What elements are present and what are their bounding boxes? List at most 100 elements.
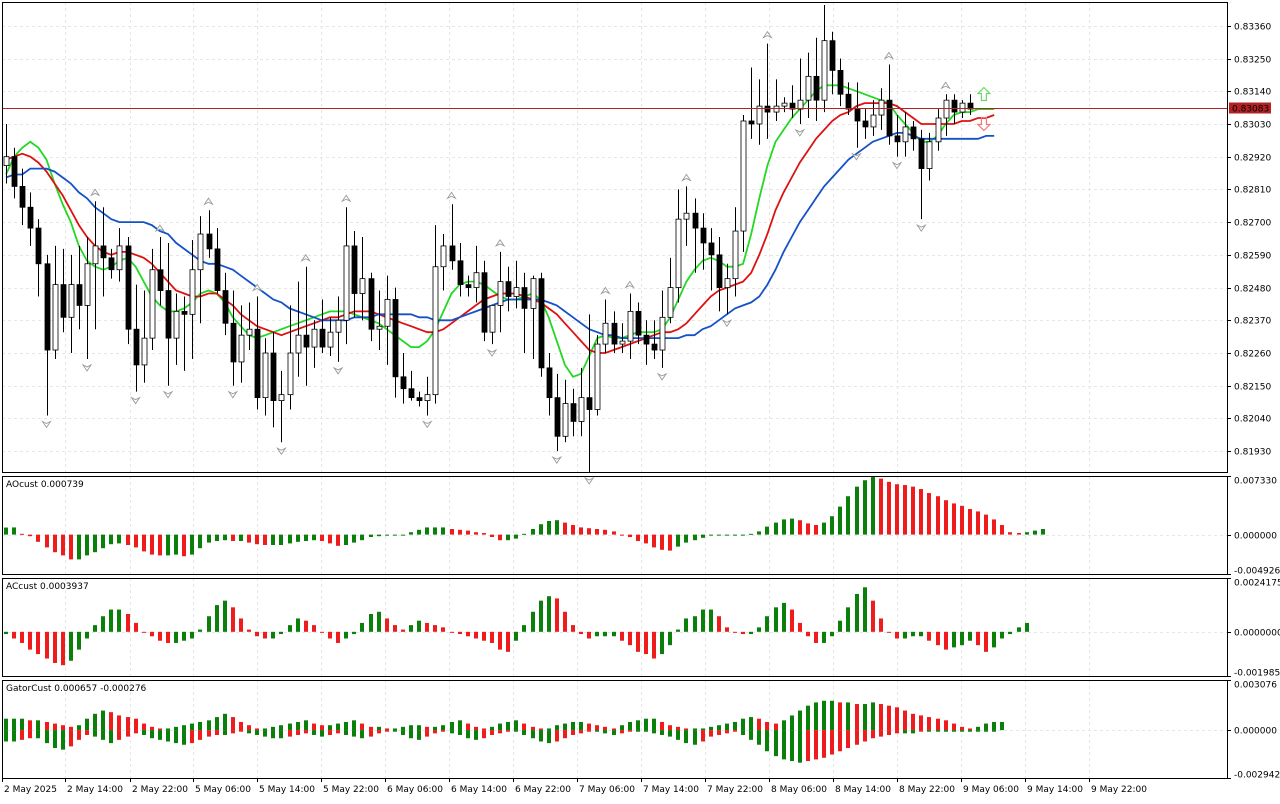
gator-lower-bar (490, 730, 494, 735)
candle-body (27, 206, 34, 229)
candle (837, 58, 844, 107)
ao-bar (369, 534, 373, 538)
candle-body (359, 278, 366, 294)
candle (311, 320, 318, 368)
gator-upper-bar (263, 728, 267, 731)
candle-body (392, 299, 399, 378)
gator-panel[interactable]: GatorCust 0.000657 -0.000276 0.003076 0.… (4, 680, 1280, 781)
gator-lower-bar (936, 730, 940, 732)
gator-upper-bar (814, 702, 818, 731)
gator-upper-bar (936, 718, 940, 731)
fractal-down-icon (583, 476, 595, 485)
ao-bar (774, 522, 778, 535)
gator-upper-bar (61, 725, 65, 731)
gator-upper-bar (903, 710, 907, 731)
ac-bar (620, 631, 624, 641)
gator-lower-bar (612, 730, 616, 735)
candle (278, 370, 285, 443)
ao-bar (223, 534, 227, 541)
fractal-down-icon (227, 390, 239, 399)
candle-body (951, 99, 958, 113)
gator-upper-bar (117, 715, 121, 731)
ac-bar (433, 625, 437, 632)
ao-panel[interactable]: AOcust 0.000739 0.007330 0.000000 -0.004… (4, 476, 1280, 577)
ac-bar (409, 625, 413, 632)
price-panel[interactable]: 0.83360 0.83250 0.83140 0.83030 0.82920 0.828… (2, 0, 1271, 485)
ac-bar (531, 611, 535, 632)
candle (813, 37, 820, 121)
candle-body (3, 156, 10, 167)
time-tick-label: 5 May 06:00 (195, 785, 251, 795)
ao-bar (126, 534, 130, 546)
gator-upper-bar (109, 712, 113, 731)
candle (133, 284, 140, 392)
gator-upper-bar (158, 728, 162, 731)
ao-bar (693, 534, 697, 541)
gator-upper-bar (12, 718, 16, 731)
gator-lower-bar (61, 730, 65, 750)
candle-body (278, 394, 285, 402)
fractal-up-icon (154, 224, 166, 233)
candle-body (854, 108, 861, 122)
ac-bar (328, 631, 332, 639)
gator-lower-bar (360, 730, 364, 739)
ac-bar (749, 631, 753, 635)
ac-bar (417, 620, 421, 632)
gator-lower-bar (352, 730, 356, 737)
candle-body (100, 245, 107, 259)
ao-histogram (4, 476, 1231, 575)
ao-bar (522, 533, 526, 535)
gator-upper-bar (846, 702, 850, 731)
gator-upper-bar (215, 717, 219, 731)
ao-bar (992, 519, 996, 535)
gator-upper-bar (28, 720, 32, 731)
candle-body (732, 230, 739, 280)
candle (789, 85, 796, 119)
ao-tick-top: 0.007330 (1234, 477, 1277, 487)
candle-body (84, 263, 91, 306)
gator-lower-bar (830, 730, 834, 755)
gator-upper-bar (684, 728, 688, 731)
candle-body (894, 135, 901, 143)
ao-bar (93, 534, 97, 553)
candle-body (748, 120, 755, 125)
ac-bar (887, 631, 891, 633)
gator-lower-bar (207, 730, 211, 737)
ao-bar (279, 534, 283, 546)
candle-body (724, 278, 731, 288)
fractal-up-icon (762, 30, 773, 39)
candle-body (440, 245, 447, 268)
ao-bar (109, 534, 113, 545)
gator-lower-bar (409, 730, 413, 739)
ao-bar (450, 529, 454, 535)
fractal-up-icon (600, 286, 611, 295)
price-tick-label: 0.83140 (1234, 88, 1271, 98)
gator-upper-bar (369, 726, 373, 731)
candle-body (740, 120, 747, 232)
gator-upper-bar (198, 721, 202, 731)
gator-upper-bar (887, 705, 891, 731)
candle-body (805, 75, 812, 101)
ac-panel[interactable]: ACcust 0.0003937 0.0024175 0.0000000 -0.… (4, 578, 1280, 679)
ac-bar (547, 596, 551, 632)
gator-lower-bar (806, 730, 810, 762)
candle-body (651, 343, 658, 351)
gator-frame (2, 680, 1228, 779)
gator-upper-bar (968, 728, 972, 731)
candle-body (238, 334, 245, 363)
gator-lower-bar (846, 730, 850, 749)
ao-bar (506, 534, 510, 541)
gator-lower-bar (263, 730, 267, 737)
ao-bar (895, 484, 899, 535)
candle (716, 237, 723, 312)
ao-bar (652, 534, 656, 548)
ac-bar (304, 620, 308, 632)
candle (3, 123, 10, 184)
price-tick-label: 0.82370 (1234, 317, 1271, 327)
gator-lower-bar (336, 730, 340, 734)
candle (967, 94, 974, 116)
gator-lower-bar (271, 730, 275, 739)
ao-bar (36, 534, 40, 542)
